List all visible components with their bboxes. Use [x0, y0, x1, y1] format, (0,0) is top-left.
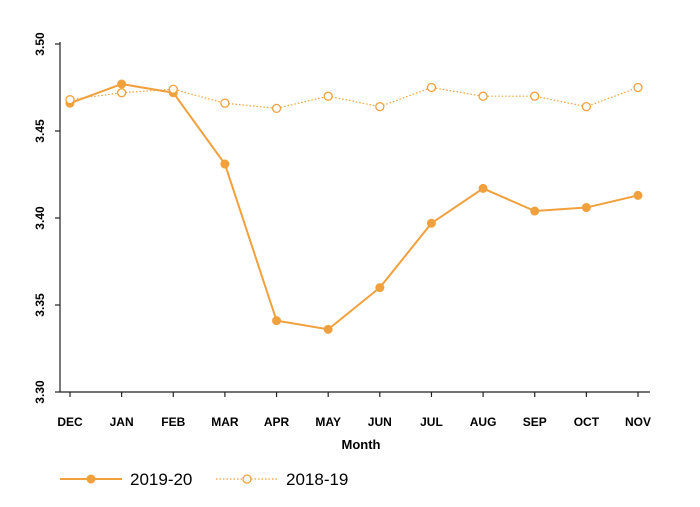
chart-axes	[59, 42, 650, 393]
data-point-2019-20-oct	[581, 203, 591, 213]
data-point-2019-20-jun	[375, 283, 385, 293]
x-tick-label-jul: JUL	[420, 415, 443, 429]
x-tick-label-mar: MAR	[211, 415, 239, 429]
plot-area	[65, 79, 643, 334]
data-point-2019-20-may	[323, 324, 333, 334]
data-point-2018-19-jun	[375, 101, 385, 112]
y-tick-label: 3.35	[33, 293, 47, 317]
data-point-2018-19-apr	[271, 103, 282, 114]
data-point-2018-19-jul	[426, 82, 437, 93]
x-tick-label-sep: SEP	[523, 415, 547, 429]
x-tick-label-oct: OCT	[574, 415, 600, 429]
data-point-2018-19-oct	[581, 101, 592, 112]
data-point-2018-19-may	[323, 91, 333, 101]
x-tick-label-nov: NOV	[625, 415, 651, 429]
series-line-2019-20	[69, 82, 639, 331]
x-tick-label-feb: FEB	[161, 415, 185, 429]
x-tick-label-jun: JUN	[368, 415, 392, 429]
legend-marker-2018-19	[242, 474, 252, 484]
series-2019-20	[65, 79, 643, 334]
data-point-2018-19-sep	[530, 91, 540, 101]
legend: 2019-20 2018-19	[60, 470, 348, 489]
y-tick-label: 3.40	[33, 206, 47, 230]
x-axis-ticks: DEC JAN FEB MAR APR MAY JUN JUL AUG SEP OCT NOV	[57, 392, 651, 429]
y-tick-label: 3.50	[33, 32, 47, 56]
data-point-2019-20-jul	[426, 218, 436, 228]
x-tick-label-jan: JAN	[110, 415, 134, 429]
legend-entry-2019-20: 2019-20	[60, 470, 192, 489]
y-tick-label: 3.30	[33, 380, 47, 404]
data-point-2018-19-feb	[168, 84, 178, 94]
data-point-2018-19-aug	[478, 91, 488, 101]
data-point-2019-20-aug	[478, 183, 488, 193]
data-point-2018-19-mar	[220, 98, 230, 108]
x-tick-label-apr: APR	[264, 415, 290, 429]
y-tick-label: 3.45	[33, 119, 47, 143]
data-point-2019-20-nov	[633, 190, 643, 200]
x-axis-title: Month	[342, 437, 381, 452]
legend-label-2018-19: 2018-19	[286, 470, 348, 489]
data-point-2019-20-apr	[272, 316, 282, 326]
x-tick-label-dec: DEC	[57, 415, 83, 429]
legend-entry-2018-19: 2018-19	[216, 470, 348, 489]
data-point-2018-19-jan	[116, 88, 127, 98]
series-line-2018-19	[69, 86, 639, 109]
data-point-2018-19-dec	[65, 95, 75, 105]
x-tick-label-aug: AUG	[470, 415, 497, 429]
data-point-2018-19-nov	[633, 82, 643, 93]
data-point-2019-20-sep	[530, 206, 540, 216]
legend-label-2019-20: 2019-20	[130, 470, 192, 489]
data-point-2019-20-mar	[220, 159, 230, 169]
y-axis-ticks: 3.30 3.35 3.40 3.45 3.50	[33, 32, 60, 404]
series-2018-19	[65, 82, 643, 114]
legend-marker-2019-20	[86, 474, 96, 484]
x-tick-label-may: MAY	[315, 415, 341, 429]
data-point-2019-20-jan	[117, 79, 127, 89]
